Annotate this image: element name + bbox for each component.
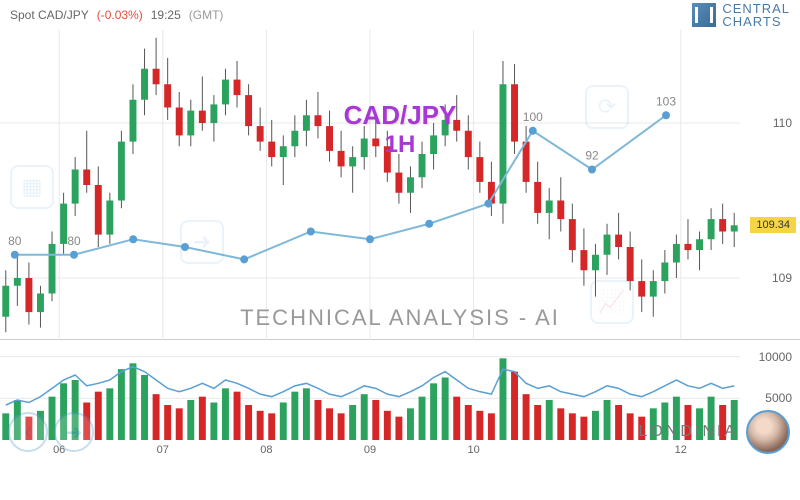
watermark-icons: ▦ ➜ ⟳ 📈 bbox=[0, 30, 740, 340]
timezone: (GMT) bbox=[189, 8, 224, 22]
price-y-axis: 109110109.34 bbox=[740, 30, 800, 340]
volume-panel[interactable]: 060708091012 500010000 ‹ ➜ LONDINIA bbox=[0, 340, 800, 460]
main-chart[interactable]: ▦ ➜ ⟳ 📈 808010092103 CAD/JPY 1H TECHNICA… bbox=[0, 30, 800, 340]
provider-brand: LONDINIA bbox=[638, 423, 738, 441]
prev-button[interactable]: ‹ bbox=[8, 412, 48, 452]
technical-analysis-label: TECHNICAL ANALYSIS - AI bbox=[240, 305, 560, 331]
chart-title-overlay: CAD/JPY 1H bbox=[344, 100, 457, 159]
price-change: (-0.03%) bbox=[97, 8, 143, 22]
next-button[interactable]: ➜ bbox=[54, 412, 94, 452]
timestamp: 19:25 bbox=[151, 8, 181, 22]
chart-header: Spot CAD/JPY (-0.03%) 19:25 (GMT) CENTRA… bbox=[0, 0, 800, 30]
chart-controls: ‹ ➜ bbox=[8, 412, 94, 452]
time-x-axis: 060708091012 bbox=[0, 440, 740, 460]
assistant-avatar[interactable] bbox=[746, 410, 790, 454]
brand-logo: CENTRAL CHARTS bbox=[692, 2, 790, 28]
symbol-name: Spot CAD/JPY bbox=[10, 8, 89, 22]
logo-icon bbox=[692, 3, 716, 27]
